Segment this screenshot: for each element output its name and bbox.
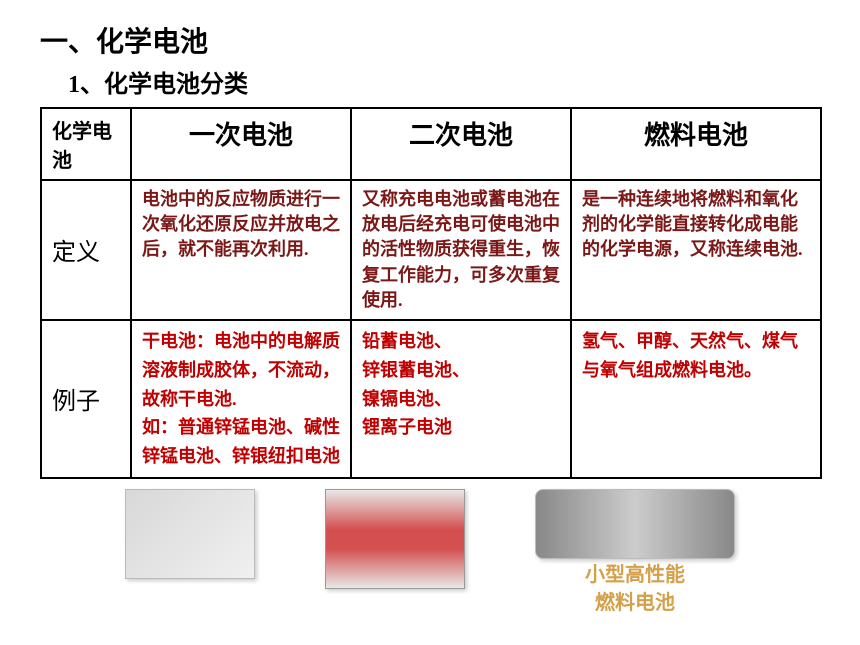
- ex-c1a: 干电池：电池中的电解质溶液制成胶体，不流动，故称干电池.: [142, 327, 340, 413]
- image-box-3: 小型高性能 燃料电池: [535, 489, 735, 615]
- ex-c1b: 如：普通锌锰电池、碱性锌锰电池、锌银纽扣电池: [142, 413, 340, 471]
- th-c2: 二次电池: [351, 108, 571, 180]
- table-row-definition: 定义 电池中的反应物质进行一次氧化还原反应并放电之后，就不能再次利用. 又称充电…: [41, 180, 821, 320]
- fuel-cell-image: [535, 489, 735, 559]
- ex-c1: 干电池：电池中的电解质溶液制成胶体，不流动，故称干电池. 如：普通锌锰电池、碱性…: [131, 320, 351, 478]
- fuel-cell-caption-1: 小型高性能: [585, 563, 685, 587]
- images-row: 小型高性能 燃料电池: [40, 489, 820, 615]
- image-box-1: [125, 489, 255, 579]
- th-c0: 化学电池: [41, 108, 131, 180]
- table-row-examples: 例子 干电池：电池中的电解质溶液制成胶体，不流动，故称干电池. 如：普通锌锰电池…: [41, 320, 821, 478]
- battery-table: 化学电池 一次电池 二次电池 燃料电池 定义 电池中的反应物质进行一次氧化还原反…: [40, 107, 822, 479]
- ex-c3: 氢气、甲醇、天然气、煤气与氧气组成燃料电池。: [571, 320, 821, 478]
- fuel-cell-caption-2: 燃料电池: [595, 591, 675, 615]
- row-label-ex: 例子: [41, 320, 131, 478]
- storage-battery-image: [325, 489, 465, 589]
- def-c1: 电池中的反应物质进行一次氧化还原反应并放电之后，就不能再次利用.: [131, 180, 351, 320]
- th-c3: 燃料电池: [571, 108, 821, 180]
- dry-battery-image: [125, 489, 255, 579]
- def-c3: 是一种连续地将燃料和氧化剂的化学能直接转化成电能的化学电源，又称连续电池.: [571, 180, 821, 320]
- table-header-row: 化学电池 一次电池 二次电池 燃料电池: [41, 108, 821, 180]
- def-c2: 又称充电电池或蓄电池在放电后经充电可使电池中的活性物质获得重生，恢复工作能力，可…: [351, 180, 571, 320]
- row-label-def: 定义: [41, 180, 131, 320]
- heading-2: 1、化学电池分类: [68, 64, 820, 99]
- th-c1: 一次电池: [131, 108, 351, 180]
- heading-1: 一、化学电池: [40, 20, 820, 60]
- image-box-2: [325, 489, 465, 589]
- ex-c2: 铅蓄电池、 锌银蓄电池、 镍镉电池、 锂离子电池: [351, 320, 571, 478]
